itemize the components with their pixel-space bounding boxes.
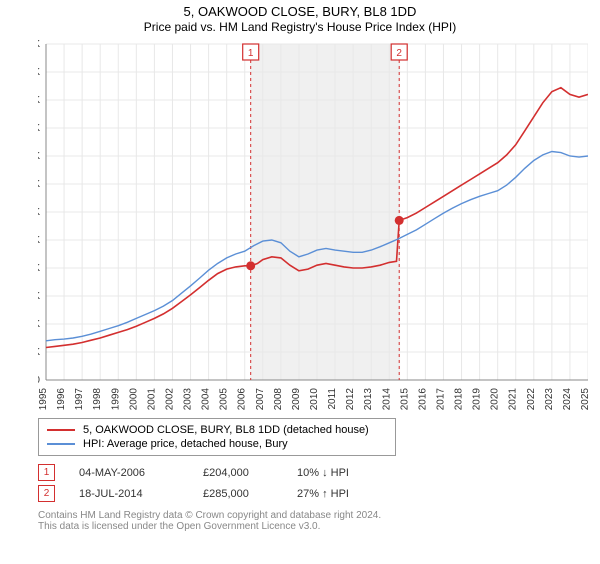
- transaction-pct: 10% ↓ HPI: [297, 467, 397, 479]
- svg-text:2010: 2010: [309, 388, 320, 410]
- legend-box: 5, OAKWOOD CLOSE, BURY, BL8 1DD (detache…: [38, 418, 396, 456]
- svg-text:£150K: £150K: [38, 291, 40, 302]
- svg-text:2002: 2002: [164, 388, 175, 410]
- svg-text:1999: 1999: [110, 388, 121, 410]
- chart-area: £0£50K£100K£150K£200K£250K£300K£350K£400…: [38, 40, 588, 410]
- svg-text:2022: 2022: [526, 388, 537, 410]
- svg-text:£600K: £600K: [38, 40, 40, 50]
- svg-text:2014: 2014: [381, 388, 392, 410]
- svg-text:1998: 1998: [92, 388, 103, 410]
- svg-text:2019: 2019: [472, 388, 483, 410]
- legend-swatch: [47, 443, 75, 445]
- table-row: 1 04-MAY-2006 £204,000 10% ↓ HPI: [38, 462, 562, 483]
- legend-row: HPI: Average price, detached house, Bury: [47, 437, 387, 451]
- svg-text:£250K: £250K: [38, 235, 40, 246]
- page-title: 5, OAKWOOD CLOSE, BURY, BL8 1DD: [0, 4, 600, 19]
- price-chart-svg: £0£50K£100K£150K£200K£250K£300K£350K£400…: [38, 40, 588, 410]
- svg-text:2006: 2006: [237, 388, 248, 410]
- transaction-badge: 2: [38, 485, 55, 502]
- svg-text:2020: 2020: [490, 388, 501, 410]
- legend-label: HPI: Average price, detached house, Bury: [83, 438, 288, 450]
- svg-text:1996: 1996: [56, 388, 67, 410]
- page-subtitle: Price paid vs. HM Land Registry's House …: [0, 20, 600, 34]
- transaction-price: £204,000: [203, 467, 273, 479]
- svg-text:1997: 1997: [74, 388, 85, 410]
- svg-text:2012: 2012: [345, 388, 356, 410]
- svg-text:£500K: £500K: [38, 95, 40, 106]
- svg-text:2025: 2025: [580, 388, 588, 410]
- svg-text:£100K: £100K: [38, 319, 40, 330]
- svg-text:2000: 2000: [128, 388, 139, 410]
- transaction-date: 04-MAY-2006: [79, 467, 179, 479]
- svg-text:2024: 2024: [562, 388, 573, 410]
- svg-text:£350K: £350K: [38, 179, 40, 190]
- svg-text:£400K: £400K: [38, 151, 40, 162]
- svg-text:2018: 2018: [454, 388, 465, 410]
- footer-line: Contains HM Land Registry data © Crown c…: [38, 510, 562, 521]
- svg-text:£550K: £550K: [38, 67, 40, 78]
- svg-text:2007: 2007: [255, 388, 266, 410]
- svg-text:2001: 2001: [146, 388, 157, 410]
- table-row: 2 18-JUL-2014 £285,000 27% ↑ HPI: [38, 483, 562, 504]
- svg-text:2016: 2016: [417, 388, 428, 410]
- svg-text:£50K: £50K: [38, 347, 40, 358]
- svg-text:2: 2: [396, 48, 402, 59]
- svg-text:£200K: £200K: [38, 263, 40, 274]
- svg-text:£300K: £300K: [38, 207, 40, 218]
- transaction-date: 18-JUL-2014: [79, 488, 179, 500]
- svg-text:2021: 2021: [508, 388, 519, 410]
- svg-text:1: 1: [248, 48, 254, 59]
- svg-text:1995: 1995: [38, 388, 49, 410]
- svg-text:2004: 2004: [201, 388, 212, 410]
- legend-swatch: [47, 429, 75, 431]
- svg-text:2003: 2003: [183, 388, 194, 410]
- transaction-price: £285,000: [203, 488, 273, 500]
- svg-text:2013: 2013: [363, 388, 374, 410]
- svg-text:2009: 2009: [291, 388, 302, 410]
- legend-row: 5, OAKWOOD CLOSE, BURY, BL8 1DD (detache…: [47, 423, 387, 437]
- transaction-table: 1 04-MAY-2006 £204,000 10% ↓ HPI 2 18-JUL-201…: [38, 462, 562, 504]
- svg-text:2015: 2015: [399, 388, 410, 410]
- legend-label: 5, OAKWOOD CLOSE, BURY, BL8 1DD (detache…: [83, 424, 369, 436]
- footer-line: This data is licensed under the Open Gov…: [38, 521, 562, 532]
- svg-text:2008: 2008: [273, 388, 284, 410]
- svg-text:2005: 2005: [219, 388, 230, 410]
- transaction-badge: 1: [38, 464, 55, 481]
- svg-text:£450K: £450K: [38, 123, 40, 134]
- legend-block: 5, OAKWOOD CLOSE, BURY, BL8 1DD (detache…: [38, 418, 562, 504]
- svg-text:2011: 2011: [327, 388, 338, 410]
- footer-attribution: Contains HM Land Registry data © Crown c…: [38, 510, 562, 532]
- transaction-pct: 27% ↑ HPI: [297, 488, 397, 500]
- svg-text:2023: 2023: [544, 388, 555, 410]
- svg-text:2017: 2017: [435, 388, 446, 410]
